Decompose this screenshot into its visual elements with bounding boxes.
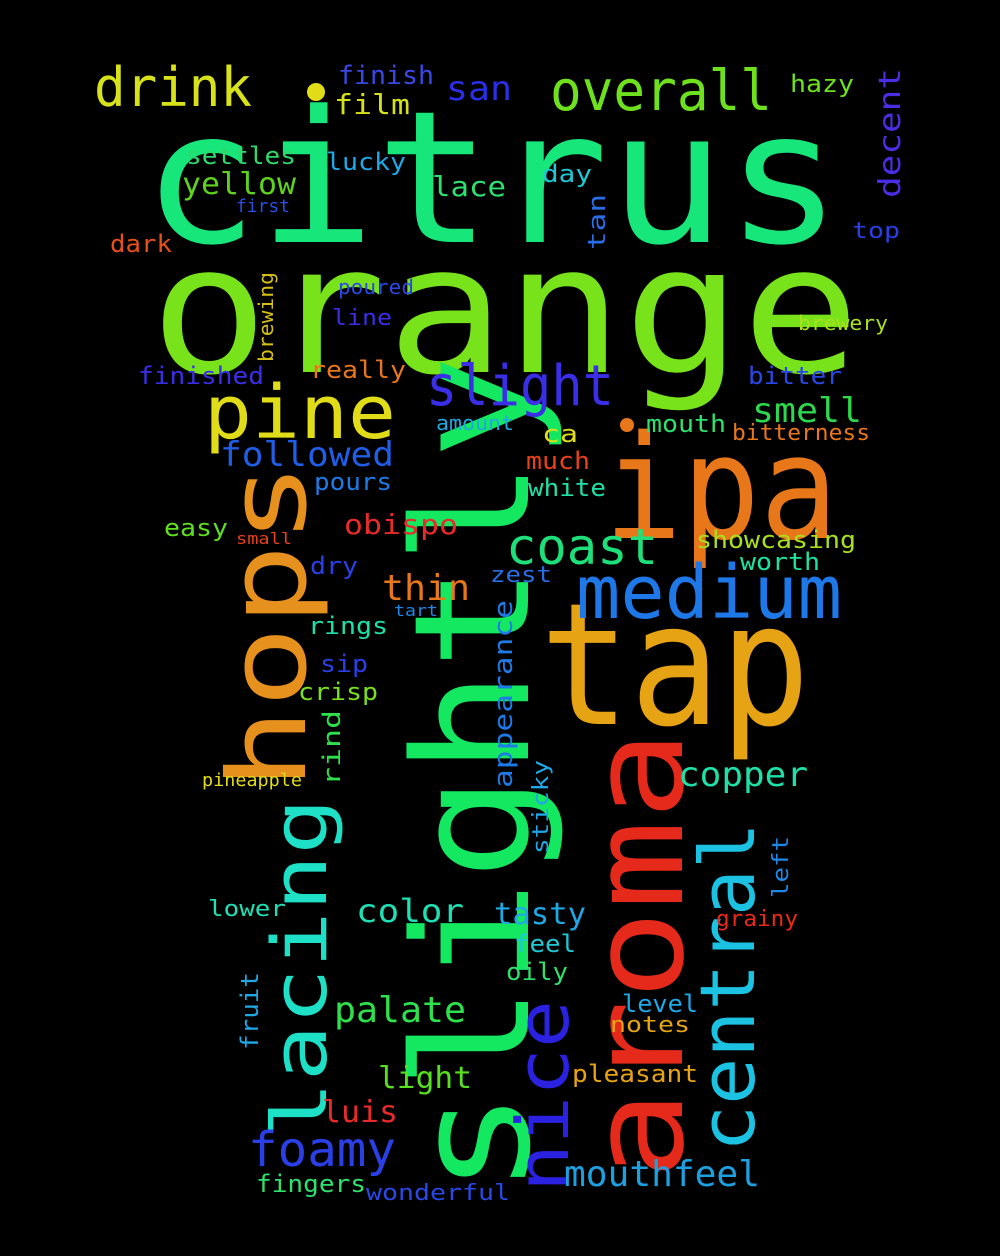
word-fingers: fingers [256,1170,366,1198]
word-feel: feel [514,930,576,958]
word-tan: tan [583,194,611,250]
dot-mark [307,83,325,101]
word-pine: pine [204,370,396,456]
word-light: light [378,1061,472,1096]
word-overall: overall [550,59,772,124]
word-bitter: bitter [748,362,842,390]
word-sticky: sticky [529,760,554,854]
word-copper: copper [678,755,808,795]
word-drink: drink [94,56,252,119]
word-decent: decent [873,68,908,198]
word-hazy: hazy [790,70,854,98]
word-tasty: tasty [494,897,586,932]
word-lower: lower [208,897,286,922]
word-luis: luis [322,1095,398,1130]
word-thin: thin [382,568,470,609]
word-foamy: foamy [248,1122,396,1178]
word-grainy: grainy [716,907,798,932]
word-worth: worth [740,548,820,576]
word-mouthfeel: mouthfeel [564,1154,760,1195]
word-film: film [334,88,410,121]
word-wonderful: wonderful [366,1181,510,1206]
word-amount: amount [436,411,514,435]
word-first: first [236,196,290,217]
word-crisp: crisp [298,678,378,706]
word-mouth: mouth [646,410,726,438]
word-pours: pours [314,468,392,496]
word-nice: nice [501,1000,585,1192]
word-much: much [526,447,590,475]
word-color: color [356,892,464,930]
word-sip: sip [320,650,368,678]
word-level: level [622,990,698,1018]
word-notes: notes [610,1013,690,1038]
word-dark: dark [110,230,173,258]
word-line: line [332,306,392,331]
word-oily: oily [506,958,568,986]
word-settles: settles [186,142,296,170]
word-medium: medium [576,550,842,636]
word-left: left [769,836,794,898]
word-followed: followed [220,435,394,475]
word-lacing: lacing [255,798,344,1138]
word-smell: smell [752,391,862,431]
word-fruit: fruit [236,972,264,1050]
word-citrus: citrus [142,72,842,286]
word-lace: lace [432,170,506,203]
word-orange: orange [150,207,860,414]
word-san: san [446,69,512,109]
word-day: day [542,160,592,188]
word-finish: finish [338,61,434,91]
word-central: central [683,822,772,1152]
word-bitterness: bitterness [732,421,870,446]
word-lucky: lucky [326,148,406,176]
word-easy: easy [164,514,228,542]
word-brewery: brewery [798,311,888,335]
word-yellow: yellow [182,167,297,202]
word-tap: tap [540,567,810,765]
word-dry: dry [310,552,358,580]
word-pineapple: pineapple [202,770,302,791]
word-small: small [236,529,292,548]
word-palate: palate [334,990,466,1031]
word-aroma: aroma [564,730,713,1180]
word-hops: hops [206,462,331,790]
word-coast: coast [506,518,658,576]
word-rings: rings [308,612,388,640]
word-ipa: ipa [604,404,838,572]
word-obispo: obispo [344,508,458,541]
word-poured: poured [338,275,414,299]
word-showcasing: showcasing [696,526,856,554]
dot-mark [620,418,634,432]
word-zest: zest [490,563,552,588]
word-finished: finished [138,362,264,390]
word-rind: rind [318,710,346,786]
word-white: white [528,474,606,502]
word-tart: tart [394,601,438,620]
word-ca: ca [542,420,578,448]
word-appearance: appearance [489,600,519,788]
word-slightly: slightly [379,355,566,1195]
word-top: top [852,219,900,244]
word-brewing: brewing [254,272,278,362]
word-slight: slight [426,354,614,419]
word-pleasant: pleasant [572,1060,698,1088]
word-really: really [310,356,406,384]
